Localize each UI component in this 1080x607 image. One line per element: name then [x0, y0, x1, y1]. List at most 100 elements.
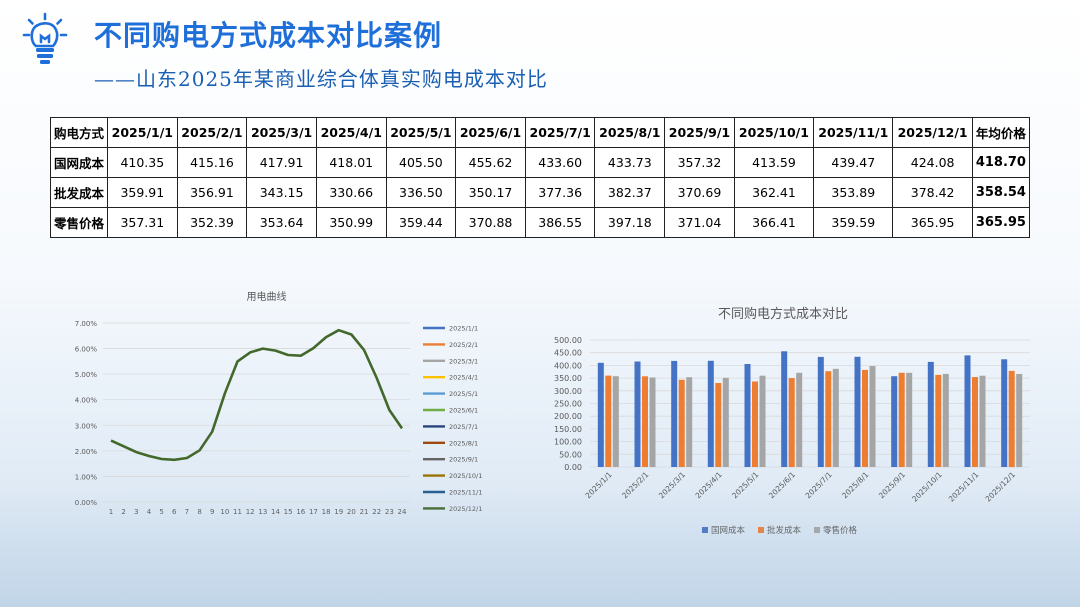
bar [935, 374, 942, 467]
table-cell: 352.39 [176, 207, 248, 238]
cost-comparison-chart: 不同购电方式成本对比 0.00 50.00 100.00 150.00 200.00 250… [554, 306, 1030, 536]
legend-label: 2025/4/1 [449, 374, 478, 382]
row-label: 零售价格 [50, 207, 108, 238]
table-row: 零售价格 357.31 352.39 353.64 350.99 359.44 … [50, 207, 1031, 238]
x-tick-label: 14 [271, 508, 280, 516]
bar [671, 360, 678, 467]
column-header: 2025/4/1 [315, 117, 387, 148]
bar [832, 368, 839, 467]
x-tick-label: 16 [296, 508, 305, 516]
x-tick-label: 2025/3/1 [657, 470, 687, 500]
x-tick-label: 12 [246, 508, 255, 516]
table-cell: 439.47 [813, 147, 894, 178]
bar [744, 364, 751, 467]
bar [891, 376, 898, 467]
row-label: 国网成本 [50, 147, 108, 178]
y-tick-label: 0.00% [75, 499, 98, 507]
y-tick-label: 6.00% [75, 346, 98, 354]
average-cell: 365.95 [971, 207, 1031, 238]
x-tick-label: 2025/2/1 [620, 470, 650, 500]
bar [906, 372, 913, 467]
y-tick-label: 2.00% [75, 448, 98, 456]
x-tick-label: 2025/5/1 [730, 470, 760, 500]
bar [927, 361, 934, 467]
legend-swatch [702, 527, 708, 533]
bar [788, 378, 795, 467]
bar [964, 355, 971, 467]
column-header: 2025/8/1 [594, 117, 666, 148]
y-tick-label: 0.00 [564, 463, 582, 472]
table-cell: 343.15 [246, 177, 317, 208]
bar [678, 379, 685, 467]
x-tick-label: 18 [322, 508, 331, 516]
bar [825, 371, 832, 467]
column-header: 2025/1/1 [107, 117, 178, 148]
legend-label: 2025/8/1 [449, 439, 478, 447]
table-cell: 366.41 [733, 207, 815, 238]
table-cell: 350.99 [315, 207, 387, 238]
x-tick-label: 15 [284, 508, 293, 516]
column-header: 2025/10/1 [733, 117, 815, 148]
y-tick-label: 250.00 [554, 400, 582, 409]
x-tick-label: 13 [258, 508, 267, 516]
table-cell: 357.31 [107, 207, 178, 238]
x-tick-label: 23 [385, 508, 394, 516]
bar [752, 381, 758, 467]
x-tick-label: 2025/4/1 [694, 470, 724, 500]
x-tick-label: 22 [372, 508, 381, 516]
table-cell: 418.01 [315, 147, 387, 178]
column-header: 2025/9/1 [664, 117, 735, 148]
table-cell: 424.08 [892, 147, 973, 178]
y-tick-label: 1.00% [75, 473, 98, 481]
column-header: 2025/2/1 [176, 117, 248, 148]
table-cell: 359.59 [813, 207, 894, 238]
row-label: 批发成本 [50, 177, 108, 208]
y-tick-label: 7.00% [75, 320, 98, 328]
x-tick-label: 2025/8/1 [840, 470, 870, 500]
table-cell: 413.59 [733, 147, 815, 178]
table-cell: 382.37 [594, 177, 666, 208]
x-tick-label: 7 [185, 508, 189, 516]
x-tick-label: 2025/7/1 [804, 470, 834, 500]
table-cell: 336.50 [385, 177, 457, 208]
x-tick-label: 4 [147, 508, 152, 516]
table-cell: 356.91 [176, 177, 248, 208]
bar [1001, 359, 1008, 467]
bar [686, 377, 693, 467]
column-header: 2025/6/1 [455, 117, 526, 148]
legend-label: 2025/6/1 [449, 407, 478, 415]
legend-label: 2025/2/1 [449, 341, 478, 349]
bar [649, 377, 656, 467]
table-row: 国网成本 410.35 415.16 417.91 418.01 405.50 … [50, 147, 1031, 178]
table-cell: 410.35 [107, 147, 178, 178]
bar [759, 375, 766, 467]
legend-label: 2025/10/1 [449, 472, 482, 480]
bar [605, 375, 612, 467]
bar [979, 375, 986, 467]
x-tick-label: 2025/6/1 [767, 470, 797, 500]
y-tick-label: 400.00 [554, 361, 582, 370]
column-header: 购电方式 [50, 117, 108, 148]
table-cell: 377.36 [524, 177, 596, 208]
y-tick-label: 200.00 [554, 412, 582, 421]
table-cell: 353.89 [813, 177, 894, 208]
table-cell: 370.88 [455, 207, 526, 238]
table-cell: 359.44 [385, 207, 457, 238]
y-tick-label: 50.00 [559, 450, 582, 459]
x-tick-label: 2025/12/1 [984, 470, 1018, 504]
column-header: 2025/7/1 [524, 117, 596, 148]
table-cell: 350.17 [455, 177, 526, 208]
x-tick-label: 2025/11/1 [947, 470, 981, 504]
chart-title: 用电曲线 [247, 290, 287, 303]
bar [715, 383, 722, 467]
bar [781, 351, 788, 467]
bar [796, 372, 803, 467]
x-tick-label: 21 [360, 508, 369, 516]
x-tick-label: 1 [109, 508, 113, 516]
table-cell: 371.04 [664, 207, 735, 238]
table-header-row: 购电方式 2025/1/1 2025/2/1 2025/3/1 2025/4/1… [50, 117, 1031, 148]
page-title: 不同购电方式成本对比案例 [94, 19, 443, 52]
bar [942, 373, 949, 467]
bar [597, 362, 604, 467]
x-tick-label: 5 [159, 508, 163, 516]
